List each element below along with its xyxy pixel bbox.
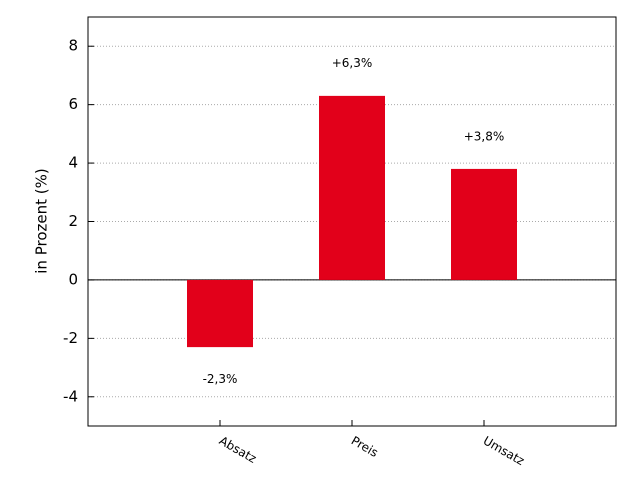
y-tick-label: 8	[68, 37, 78, 55]
x-tick-label: Umsatz	[481, 434, 527, 469]
x-tick-label: Absatz	[217, 434, 259, 466]
x-tick-label: Preis	[349, 434, 381, 460]
y-axis-label: in Prozent (%)	[33, 168, 51, 273]
y-tick-label: -4	[63, 387, 78, 405]
plot-frame	[87, 16, 617, 427]
value-label: +3,8%	[464, 129, 505, 143]
y-tick-label: 0	[68, 270, 78, 288]
y-tick-label: 2	[68, 212, 78, 230]
y-tick-label: 4	[68, 154, 78, 172]
bar	[187, 279, 253, 348]
value-label: +6,3%	[332, 56, 373, 70]
bar	[451, 168, 517, 280]
value-label: -2,3%	[203, 372, 238, 386]
bar	[319, 95, 385, 280]
y-tick-label: 6	[68, 95, 78, 113]
y-tick-label: -2	[63, 329, 78, 347]
